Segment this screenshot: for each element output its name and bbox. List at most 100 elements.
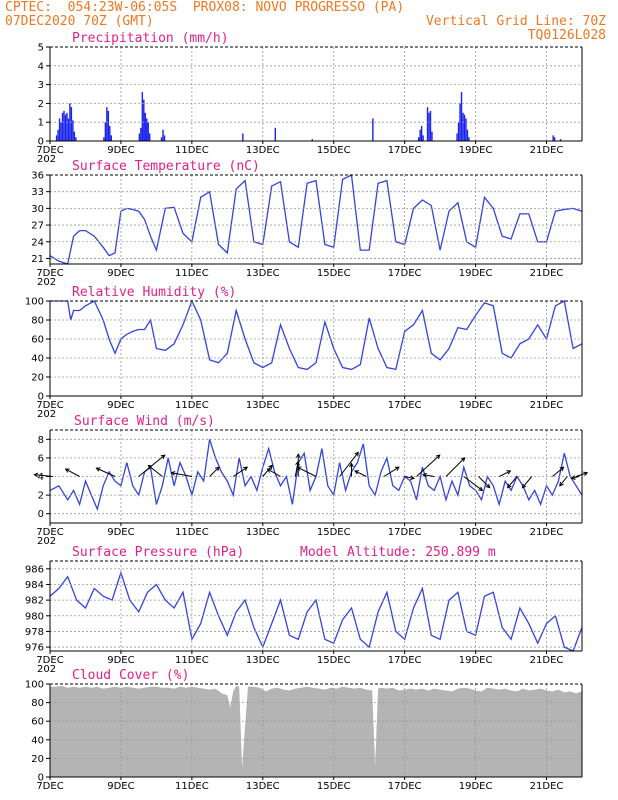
x-tick-label: 13DEC [246, 145, 280, 156]
precip-bar [552, 135, 554, 141]
precip-title: Precipitation (mm/h) [72, 31, 229, 46]
y-tick-label: 27 [31, 221, 44, 232]
precip-bar [61, 112, 64, 141]
wind-title: Surface Wind (m/s) [74, 414, 215, 429]
y-tick-label: 3 [38, 80, 44, 91]
y-tick-label: 60 [31, 335, 44, 346]
precip-bar [104, 122, 107, 141]
x-tick-label: 21DEC [530, 781, 564, 792]
y-tick-label: 2 [38, 99, 44, 110]
x-tick-label: 21DEC [530, 400, 564, 411]
precip-bar [457, 122, 460, 141]
precip-bar [463, 114, 466, 141]
wind-arrow [571, 476, 580, 479]
temp-series-line [49, 174, 583, 265]
x-tick-label: 9DEC [107, 400, 134, 411]
x-tick-label: 15DEC [317, 655, 351, 666]
y-tick-label: 33 [31, 187, 44, 198]
precip-bar [58, 118, 61, 141]
precip-bar [465, 118, 467, 141]
x-tick-label: 19DEC [459, 527, 493, 538]
wind-arrow [383, 466, 400, 477]
y-tick-label: 24 [31, 237, 44, 248]
wind-arrow-head [214, 466, 220, 472]
x-year-label-clipped: 202 [37, 154, 56, 165]
y-tick-label: 4 [38, 472, 44, 483]
x-tick-label: 15DEC [317, 400, 351, 411]
precip-bar [140, 127, 142, 141]
y-tick-label: 60 [31, 717, 44, 728]
x-tick-label: 17DEC [388, 400, 422, 411]
x-tick-label: 15DEC [317, 781, 351, 792]
precip-bar [422, 135, 424, 141]
wind-arrow [404, 476, 415, 479]
x-tick-label: 11DEC [175, 781, 209, 792]
precip-bar [431, 131, 433, 141]
wind-arrow-head [243, 466, 249, 471]
x-tick-label: 17DEC [388, 781, 422, 792]
wind-arrow [339, 452, 359, 477]
y-tick-label: 4 [38, 61, 44, 72]
precip-bar [163, 135, 166, 141]
y-tick-label: 30 [31, 204, 44, 215]
x-tick-label: 19DEC [459, 145, 493, 156]
x-tick-label: 21DEC [530, 655, 564, 666]
header-run-time: 07DEC2020 70Z (GMT) [5, 14, 154, 29]
wind-arrow [416, 454, 441, 477]
precip-bar [160, 137, 163, 141]
precip-bar [110, 135, 112, 141]
precip-bar [468, 137, 470, 141]
wind-series-line [49, 439, 583, 512]
wind-arrow [445, 457, 465, 477]
precip-bar [149, 133, 151, 141]
y-tick-label: 36 [31, 171, 44, 182]
cloud-panel: 0 20 40 60 80 100 7DEC 9DEC 11DEC 13DEC 15DEC 17DEC… [25, 668, 583, 792]
cloud-cover-area [50, 685, 582, 777]
x-tick-label: 17DEC [388, 527, 422, 538]
y-tick-label: 21 [31, 254, 44, 265]
wind-arrow [552, 466, 564, 477]
x-tick-label: 11DEC [175, 527, 209, 538]
y-tick-label: 0 [38, 773, 44, 784]
wind-arrow [422, 474, 435, 477]
x-tick-label: 19DEC [459, 268, 493, 279]
wind-arrow [478, 476, 491, 489]
wind-arrow-head [147, 464, 153, 470]
wind-arrow-head [160, 454, 166, 460]
y-tick-label: 980 [25, 611, 44, 622]
wind-arrow-head [268, 464, 273, 470]
x-tick-label: 17DEC [388, 655, 422, 666]
wind-arrow-head [295, 453, 301, 458]
y-tick-label: 984 [25, 580, 44, 591]
y-tick-label: 20 [31, 373, 44, 384]
wind-arrow-head [33, 472, 39, 478]
precip-bar [144, 112, 146, 141]
wind-arrow [354, 470, 367, 477]
precip-bar [460, 92, 463, 141]
precip-bar [420, 125, 423, 141]
x-tick-label: 15DEC [317, 145, 351, 156]
precip-bar [70, 107, 73, 141]
precip-bar [429, 110, 432, 141]
y-tick-label: 978 [25, 627, 44, 638]
precip-bar [459, 103, 461, 141]
y-tick-label: 100 [25, 297, 44, 308]
x-tick-label: 11DEC [175, 145, 209, 156]
x-tick-label: 21DEC [530, 527, 564, 538]
x-tick-label: 21DEC [530, 268, 564, 279]
y-tick-label: 0 [38, 509, 44, 520]
x-tick-label: 9DEC [107, 527, 134, 538]
pressure-title: Surface Pressure (hPa) [72, 545, 244, 560]
wind-arrow [209, 466, 220, 477]
precip-bar [60, 122, 62, 141]
x-tick-label: 17DEC [388, 268, 422, 279]
header-line1: CPTEC: 054:23W-06:05S PROX08: NOVO PROGR… [5, 0, 405, 15]
x-tick-label: 15DEC [317, 268, 351, 279]
wind-arrow-head [507, 483, 512, 489]
wind-arrow [297, 466, 317, 477]
x-tick-label: 11DEC [175, 268, 209, 279]
wind-arrow [294, 461, 299, 477]
precip-bar [162, 129, 164, 141]
wind-arrow-head [354, 451, 359, 457]
wind-arrow [267, 468, 281, 477]
